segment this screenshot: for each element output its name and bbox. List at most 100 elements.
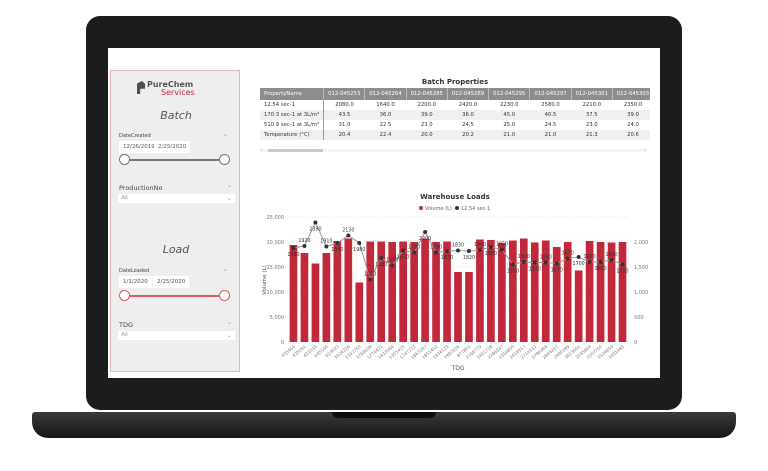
y-tick-label: 20,000 [267, 240, 285, 246]
batch-properties-table: PropertyName 012-045253 012-045264 012-0… [260, 88, 650, 140]
line-data-label: 1590 [540, 255, 552, 261]
volume-bar [388, 242, 397, 342]
filter-panel: PureChem Services Batch DateCreated ⌄ 12/… [110, 70, 240, 372]
column-header[interactable]: 012-045297 [529, 88, 572, 100]
line-point [598, 260, 603, 264]
volume-bar [366, 241, 375, 342]
column-header[interactable]: PropertyName [260, 88, 325, 100]
line-data-label: 1530 [386, 258, 398, 264]
date-created-slider-track[interactable] [125, 159, 225, 161]
value-cell: 39.0 [406, 110, 448, 120]
column-header[interactable]: 012-045301 [571, 88, 613, 100]
date-loaded-slider-track[interactable] [125, 295, 225, 297]
chart-title: Warehouse Loads [420, 193, 490, 201]
line-point [521, 260, 526, 264]
line-data-label: 1910 [320, 239, 332, 245]
value-cell: 23.0 [420, 122, 433, 128]
column-header[interactable]: 012-045264 [364, 88, 407, 100]
line-data-label: 1880 [287, 252, 299, 258]
y2-tick-label: 0 [634, 340, 637, 346]
chevron-down-icon[interactable]: ⌄ [227, 182, 233, 189]
line-point [434, 250, 439, 255]
value-cell: 24.0 [627, 122, 639, 128]
column-header[interactable]: 012-045289 [447, 88, 490, 100]
line-point [456, 248, 460, 253]
date-created-to[interactable]: 2/25/2020 [154, 141, 191, 153]
line-data-label: 1900 [485, 251, 497, 257]
line-point [423, 230, 428, 234]
chevron-down-icon[interactable]: ⌄ [227, 319, 233, 326]
chevron-down-icon[interactable]: ⌄ [223, 131, 229, 138]
line-point [302, 244, 307, 248]
value-cell: 21.0 [488, 130, 530, 140]
volume-bar [618, 242, 627, 342]
legend-line-label[interactable]: 12.54 sec-1 [461, 206, 490, 212]
line-point [412, 250, 417, 255]
line-data-label: 1570 [551, 268, 563, 274]
chevron-down-icon[interactable]: ⌄ [223, 266, 229, 273]
value-cell: 36.0 [364, 110, 407, 120]
volume-bar [311, 263, 320, 342]
y2-tick-label: 500 [634, 315, 644, 321]
line-data-label: 1600 [594, 266, 606, 272]
line-data-label: 1250 [364, 272, 376, 278]
table-horizontal-scrollbar[interactable]: ‹ › [260, 147, 646, 153]
volume-bar [322, 253, 331, 342]
volume-bar [289, 245, 298, 342]
logo-name: PureChem [147, 80, 194, 89]
legend-volume-label[interactable]: Volume (L) [425, 206, 452, 212]
line-data-label: 1550 [616, 269, 628, 275]
date-loaded-slider-start[interactable] [119, 290, 130, 301]
table-row: 170.3 sec-1 at 3L/m³ 43.5 36.0 39.0 36.0 45.0… [260, 110, 650, 120]
value-cell: 24.5 [462, 122, 474, 128]
volume-bar [333, 241, 342, 342]
date-loaded-to[interactable]: 2/25/2020 [153, 276, 190, 288]
y-tick-label: 15,000 [267, 265, 285, 271]
volume-bar [344, 238, 353, 342]
column-header[interactable]: 012-045303 [612, 88, 650, 100]
value-cell: 1640.0 [376, 102, 395, 108]
production-no-dropdown[interactable]: All ⌄ [118, 194, 235, 203]
line-point [510, 262, 515, 267]
line-data-label: 1700 [573, 261, 585, 267]
line-data-label: 1790 [408, 245, 420, 251]
date-created-from[interactable]: 12/26/2019 [119, 141, 159, 153]
line-data-label: 1980 [331, 247, 343, 253]
value-cell: 20.2 [447, 130, 489, 140]
column-header[interactable]: 012-045285 [406, 88, 448, 100]
value-cell: 2080.0 [335, 102, 354, 108]
line-data-label: 1550 [507, 269, 519, 275]
date-created-slider-start[interactable] [119, 154, 130, 165]
volume-bar [585, 241, 594, 342]
value-cell: 23.0 [585, 122, 598, 128]
logo-mark-icon [137, 81, 145, 94]
line-point [313, 220, 318, 225]
line-point [532, 260, 537, 265]
date-loaded-slider-end[interactable] [219, 290, 230, 301]
line-point [576, 255, 581, 259]
date-created-slider-end[interactable] [219, 154, 230, 165]
line-point [477, 248, 482, 252]
date-loaded-from[interactable]: 1/1/2020 [119, 276, 152, 288]
value-cell: 25.0 [503, 122, 516, 128]
volume-bar [443, 241, 451, 342]
chevron-down-icon: ⌄ [226, 332, 232, 339]
tdg-dropdown[interactable]: All ⌄ [118, 331, 235, 340]
volume-bar [465, 272, 473, 342]
line-data-label: 1830 [452, 243, 464, 249]
date-created-label: DateCreated [119, 133, 151, 139]
column-header[interactable]: 012-045253 [323, 88, 366, 100]
volume-bar [530, 242, 539, 342]
volume-bar [487, 240, 495, 342]
scrollbar-thumb[interactable] [268, 149, 323, 152]
property-name-cell: 12.54 sec-1 [260, 100, 325, 110]
line-point [357, 241, 362, 245]
line-data-label: 1920 [298, 238, 310, 244]
scroll-left-icon[interactable]: ‹ [260, 147, 262, 153]
scroll-right-icon[interactable]: › [644, 147, 646, 153]
value-cell: 2230.0 [499, 102, 519, 108]
value-cell: 22.5 [379, 122, 392, 128]
volume-bar [509, 240, 517, 342]
column-header[interactable]: 012-045295 [488, 88, 531, 100]
y2-tick-label: 1,000 [634, 290, 648, 296]
